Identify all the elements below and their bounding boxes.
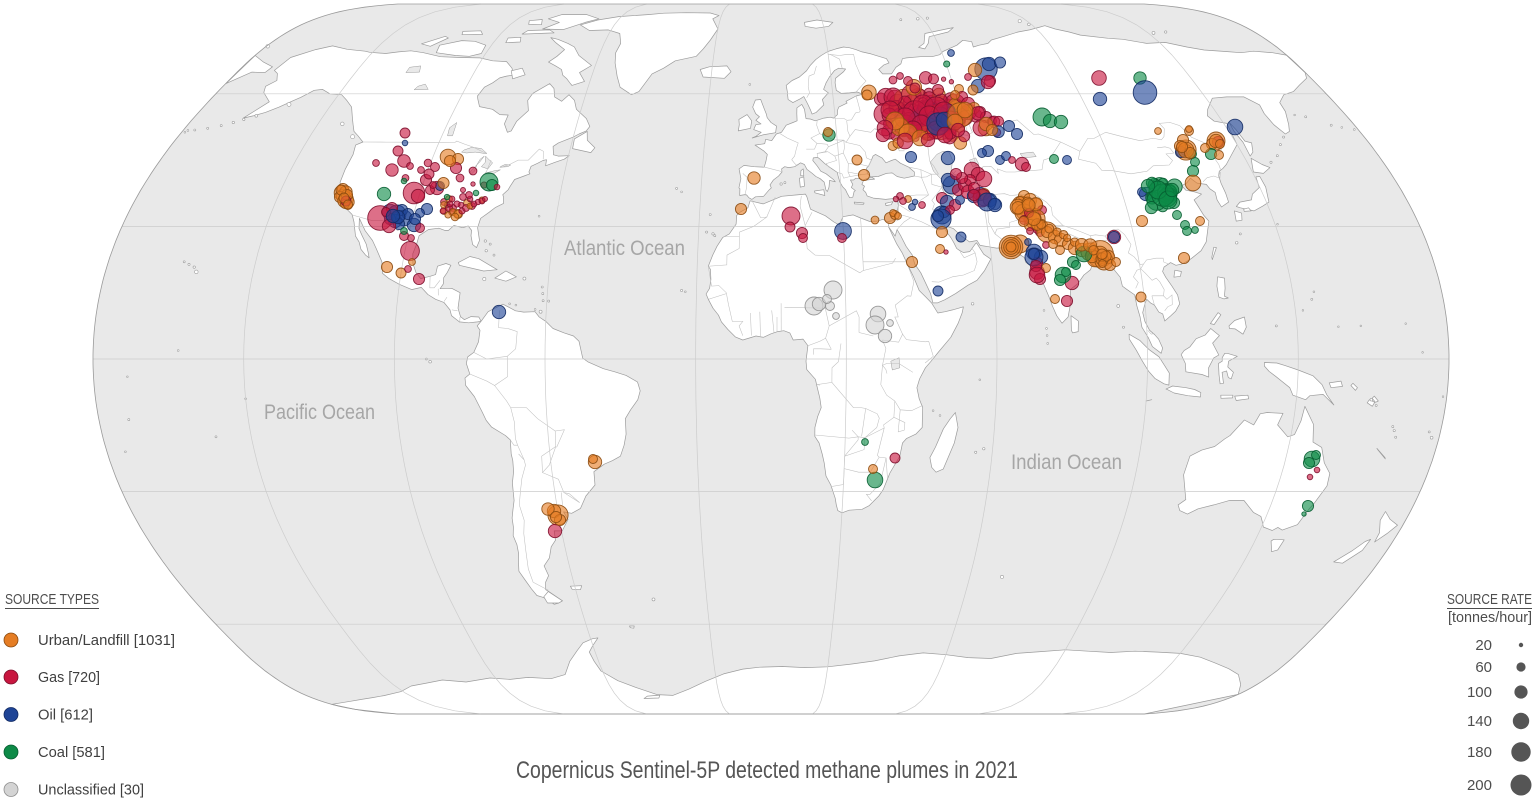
- svg-text:100: 100: [1467, 684, 1492, 701]
- svg-text:Oil [612]: Oil [612]: [38, 707, 93, 724]
- svg-text:Atlantic Ocean: Atlantic Ocean: [564, 236, 685, 260]
- svg-text:Gas [720]: Gas [720]: [38, 669, 100, 686]
- svg-text:[tonnes/hour]: [tonnes/hour]: [1448, 609, 1532, 626]
- svg-text:180: 180: [1467, 744, 1492, 761]
- svg-text:Indian Ocean: Indian Ocean: [1011, 450, 1122, 474]
- svg-text:Coal [581]: Coal [581]: [38, 744, 105, 761]
- svg-text:Urban/Landfill [1031]: Urban/Landfill [1031]: [38, 632, 175, 649]
- svg-text:SOURCE RATE: SOURCE RATE: [1447, 591, 1532, 608]
- svg-text:Pacific Ocean: Pacific Ocean: [264, 400, 375, 424]
- svg-text:60: 60: [1475, 659, 1492, 676]
- svg-text:Unclassified [30]: Unclassified [30]: [38, 782, 144, 799]
- svg-text:Copernicus Sentinel-5P detecte: Copernicus Sentinel-5P detected methane …: [516, 757, 1018, 784]
- svg-text:SOURCE TYPES: SOURCE TYPES: [5, 591, 99, 608]
- svg-text:140: 140: [1467, 713, 1492, 730]
- svg-text:200: 200: [1467, 777, 1492, 794]
- svg-text:20: 20: [1475, 637, 1492, 654]
